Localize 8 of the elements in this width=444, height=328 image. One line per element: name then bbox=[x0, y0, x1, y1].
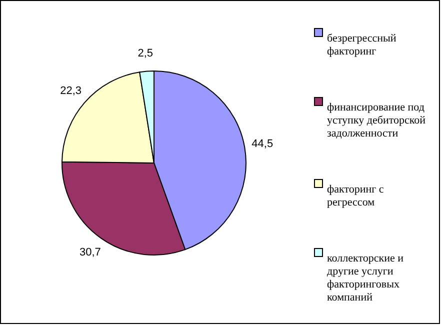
data-label: 2,5 bbox=[138, 47, 154, 60]
legend-label: коллекторские и другие услуги факторинговых компаний bbox=[327, 252, 404, 304]
data-label: 22,3 bbox=[60, 85, 82, 98]
legend-label: финансирование под уступку дебиторской задолженности bbox=[327, 102, 426, 140]
data-label: 44,5 bbox=[252, 138, 274, 150]
legend-label: безрегрессный факторинг bbox=[327, 32, 396, 58]
data-label: 30,7 bbox=[79, 246, 101, 259]
legend-label: факторинг с регрессом bbox=[327, 184, 384, 208]
